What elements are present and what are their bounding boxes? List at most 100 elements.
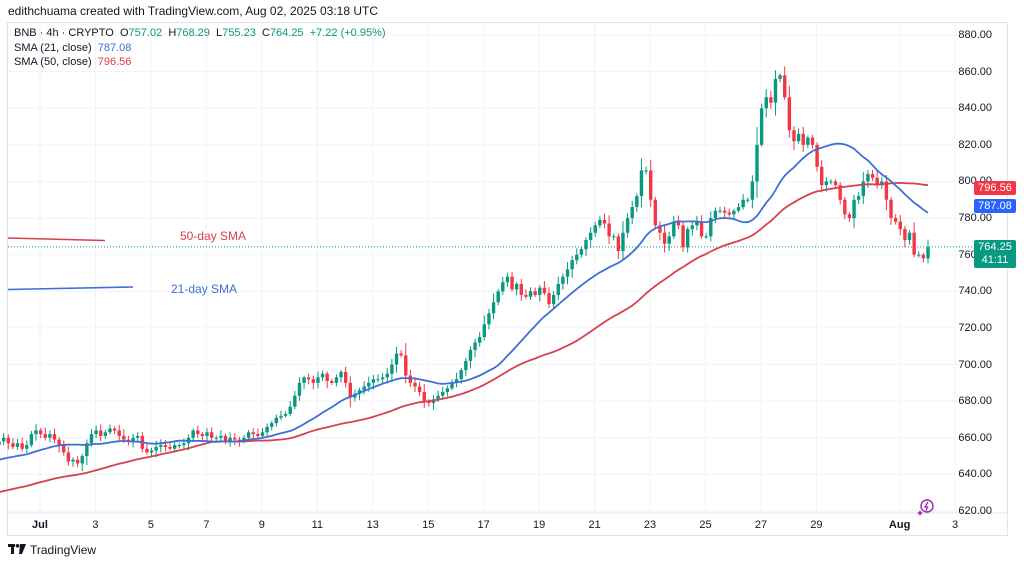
candle[interactable] <box>898 215 902 236</box>
candle[interactable] <box>533 287 537 297</box>
candle[interactable] <box>501 276 505 295</box>
candle[interactable] <box>233 433 237 446</box>
candle[interactable] <box>431 395 436 410</box>
candle[interactable] <box>607 215 611 244</box>
candle[interactable] <box>399 349 403 358</box>
candle[interactable] <box>704 232 708 239</box>
candle[interactable] <box>681 220 685 252</box>
candle[interactable] <box>487 308 491 330</box>
sma21-annotation-text[interactable]: 21-day SMA <box>171 282 238 296</box>
candle[interactable] <box>265 423 269 437</box>
candle[interactable] <box>283 411 288 418</box>
candle[interactable] <box>556 276 560 301</box>
candle[interactable] <box>732 208 736 219</box>
candle[interactable] <box>588 227 593 248</box>
candle[interactable] <box>297 377 302 401</box>
candle[interactable] <box>621 221 625 259</box>
candle[interactable] <box>177 442 181 449</box>
candle[interactable] <box>1 433 6 446</box>
candle[interactable] <box>801 126 805 152</box>
candle[interactable] <box>302 375 306 389</box>
candle[interactable] <box>145 443 149 455</box>
candle[interactable] <box>112 426 117 435</box>
candle[interactable] <box>491 293 496 320</box>
candle[interactable] <box>71 457 75 467</box>
candle[interactable] <box>85 439 89 466</box>
sma50-annotation-line[interactable] <box>7 237 106 242</box>
candle[interactable] <box>685 226 690 253</box>
candle[interactable] <box>769 90 773 109</box>
candle[interactable] <box>339 369 343 383</box>
candle[interactable] <box>131 433 135 448</box>
candle[interactable] <box>519 278 523 301</box>
candle[interactable] <box>653 196 658 230</box>
candle[interactable] <box>584 237 588 257</box>
candle[interactable] <box>884 174 889 211</box>
candle[interactable] <box>445 385 450 397</box>
candle[interactable] <box>889 196 893 225</box>
candle[interactable] <box>246 429 251 440</box>
candle[interactable] <box>376 374 380 383</box>
candle[interactable] <box>778 73 782 83</box>
candle[interactable] <box>783 66 787 100</box>
candle[interactable] <box>861 171 865 204</box>
candle[interactable] <box>866 170 870 188</box>
candle[interactable] <box>274 414 279 427</box>
legend-sma21-row[interactable]: SMA (21, close) 787.08 <box>14 41 386 56</box>
candle[interactable] <box>630 201 634 225</box>
candle[interactable] <box>912 222 916 258</box>
candle[interactable] <box>903 225 907 248</box>
candle[interactable] <box>699 215 704 239</box>
candle[interactable] <box>806 135 810 149</box>
candle[interactable] <box>635 193 639 212</box>
candle[interactable] <box>99 424 103 442</box>
candle[interactable] <box>390 358 394 383</box>
candle[interactable] <box>334 374 339 387</box>
candle[interactable] <box>917 251 921 258</box>
candle[interactable] <box>293 390 297 410</box>
legend-sma50-row[interactable]: SMA (50, close) 796.56 <box>14 55 386 70</box>
candle[interactable] <box>838 181 842 205</box>
candle[interactable] <box>343 366 348 388</box>
candle[interactable] <box>404 343 408 384</box>
candle[interactable] <box>820 159 824 193</box>
candle[interactable] <box>135 432 140 442</box>
sma50-line[interactable] <box>0 181 929 496</box>
sma21-line[interactable] <box>0 142 929 463</box>
candle[interactable] <box>6 434 10 450</box>
candle[interactable] <box>108 424 112 435</box>
candle[interactable] <box>94 425 98 438</box>
candle[interactable] <box>847 212 852 222</box>
candle[interactable] <box>510 272 514 292</box>
candle[interactable] <box>787 85 792 138</box>
candle[interactable] <box>62 440 66 456</box>
candle[interactable] <box>759 103 764 147</box>
candle[interactable] <box>80 453 84 471</box>
candle[interactable] <box>551 290 556 308</box>
candle[interactable] <box>34 423 38 441</box>
candle[interactable] <box>579 246 584 258</box>
candle[interactable] <box>43 427 47 441</box>
candle[interactable] <box>441 386 445 399</box>
candle[interactable] <box>833 179 838 188</box>
candle[interactable] <box>0 439 1 451</box>
candle[interactable] <box>256 428 260 439</box>
candle[interactable] <box>528 287 533 300</box>
candle[interactable] <box>270 420 274 431</box>
candle[interactable] <box>616 233 621 260</box>
candle[interactable] <box>168 442 172 451</box>
candle[interactable] <box>639 158 644 208</box>
candle[interactable] <box>482 315 487 341</box>
candle[interactable] <box>477 331 482 347</box>
candle[interactable] <box>385 367 389 384</box>
candle[interactable] <box>209 427 214 443</box>
candle[interactable] <box>593 221 597 237</box>
candle[interactable] <box>316 371 320 389</box>
candle[interactable] <box>755 127 759 198</box>
candle[interactable] <box>796 128 801 144</box>
candle[interactable] <box>15 438 20 450</box>
candle[interactable] <box>570 255 574 278</box>
candle[interactable] <box>625 213 630 238</box>
candle[interactable] <box>362 381 366 395</box>
candle[interactable] <box>311 375 316 390</box>
